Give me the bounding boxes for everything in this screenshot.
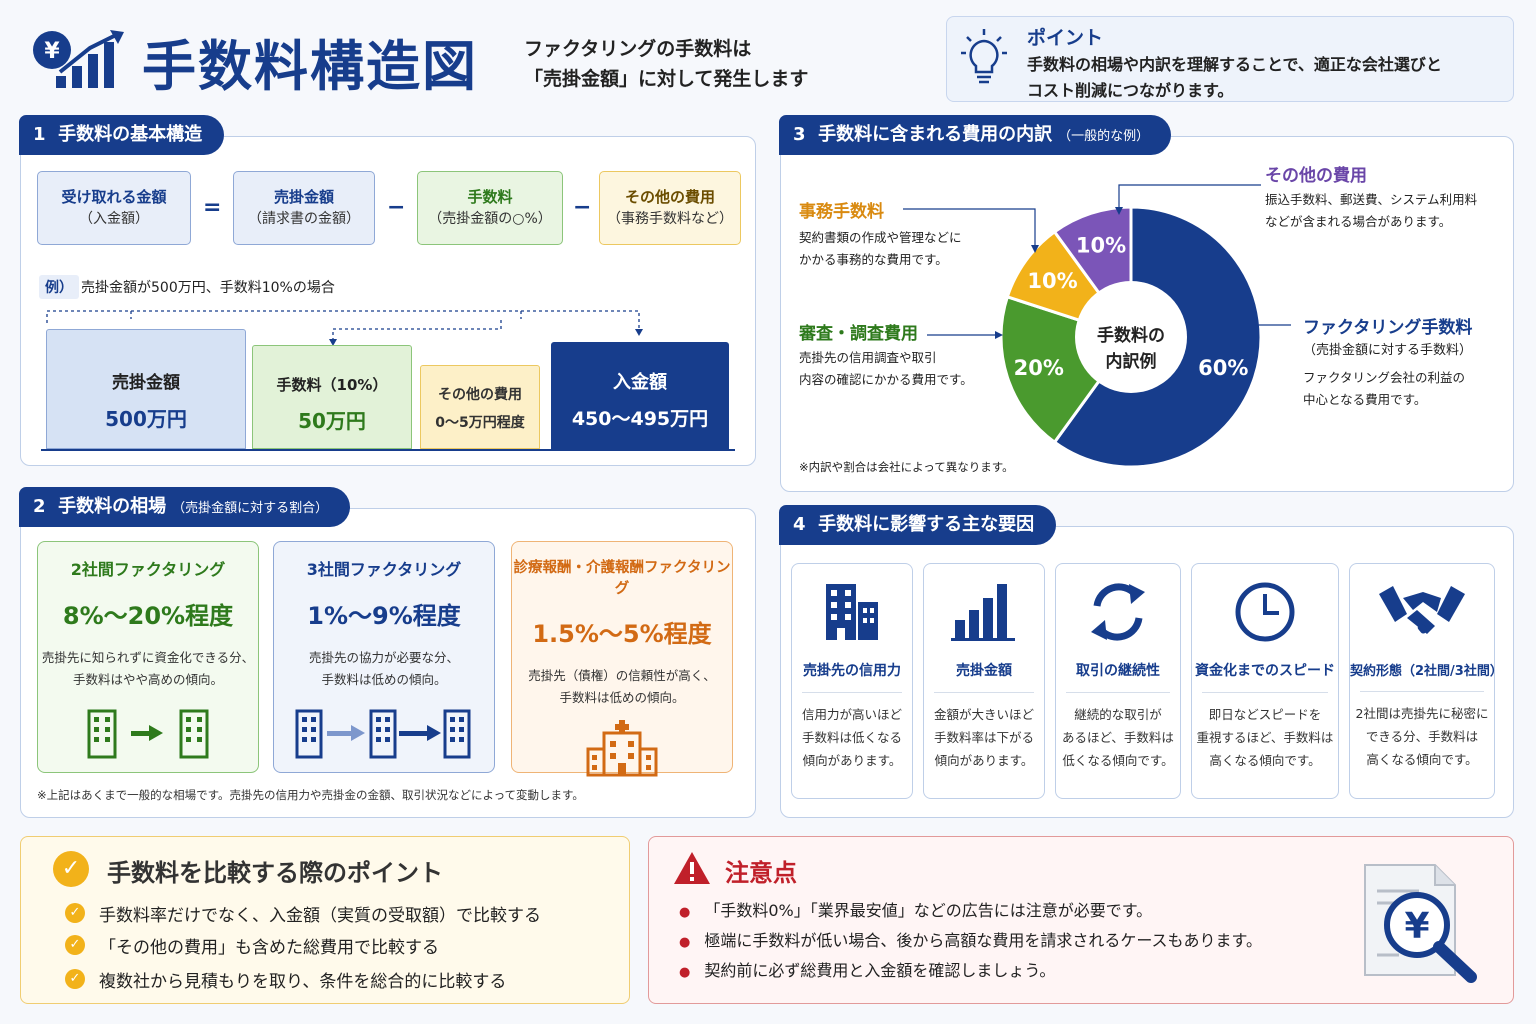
compare-item: 「その他の費用」も含めた総費用で比較する (99, 938, 439, 958)
cycle-icon (1091, 583, 1145, 641)
three-buildings-icon (295, 709, 471, 759)
compare-item: 手数料率だけでなく、入金額（実質の受取額）で比較する (99, 906, 541, 926)
caution-box: 注意点 「手数料0%」「業界最安値」などの広告には注意が必要です。 極端に手数料… (648, 836, 1514, 1004)
item-factoring-fee-title: ファクタリング手数料 (1303, 318, 1473, 338)
donut-value-label: 10% (1027, 269, 1077, 293)
bar-receivable: 売掛金額 500万円 (46, 329, 246, 449)
callout-lines (903, 184, 1291, 339)
example-text: 売掛金額が500万円、手数料10%の場合 (81, 280, 335, 296)
caution-item: 契約前に必ず総費用と入金額を確認しましょう。 (679, 957, 1055, 981)
formula-box-other: その他の費用 （事務手数料など） (599, 171, 741, 245)
compare-item: 複数社から見積もりを取り、条件を総合的に比較する (99, 972, 507, 992)
point-box: ポイント 手数料の相場や内訳を理解することで、適正な会社選びと コスト削減につな… (946, 16, 1514, 102)
item-other-desc: 振込手数料、郵送費、システム利用料 などが含まれる場合があります。 (1265, 192, 1478, 229)
card-medical: 診療報酬・介護報酬ファクタリング 1.5%〜5%程度 売掛先（債権）の信頼性が高… (511, 541, 733, 777)
warning-icon (674, 852, 710, 884)
point-title: ポイント (1027, 27, 1104, 49)
page-subtitle-2: 「売掛金額」に対して発生します (524, 68, 809, 90)
card-two-party: 2社間ファクタリング 8%〜20%程度 売掛先に知られずに資金化できる分、 手数料… (37, 541, 259, 773)
compare-points-box: ✓ 手数料を比較する際のポイント ✓ 手数料率だけでなく、入金額（実質の受取額）… (20, 836, 630, 1004)
page-subtitle-1: ファクタリングの手数料は (524, 38, 752, 60)
check-icon: ✓ (65, 969, 85, 989)
section-2-note: ※上記はあくまで一般的な相場です。売掛先の信用力や売掛金の金額、取引状況などによ… (37, 788, 584, 802)
section-basic-structure: 1 手数料の基本構造 受け取れる金額 （入金額） = 売掛金額 （請求書の金額） −… (19, 115, 756, 466)
donut-value-label: 60% (1198, 356, 1248, 380)
caution-title: 注意点 (725, 859, 797, 887)
page-title: 手数料構造図 (142, 35, 478, 98)
building-icon (826, 584, 878, 640)
op-minus-2: − (573, 195, 592, 220)
section-3-tab: 3 手数料に含まれる費用の内訳 （一般的な例） (779, 115, 1172, 155)
op-minus-1: − (387, 195, 406, 220)
section-market-rate: 2 手数料の相場 （売掛金額に対する割合） 2社間ファクタリング 8%〜20%程度… (19, 487, 756, 818)
donut-center-label: 手数料の 内訳例 (1097, 326, 1165, 372)
compare-title: 手数料を比較する際のポイント (107, 859, 443, 887)
svg-text:¥: ¥ (1404, 906, 1429, 947)
item-other-title: その他の費用 (1265, 166, 1367, 186)
item-screening-desc: 売掛先の信用調査や取引 内容の確認にかかる費用です。 (799, 350, 973, 387)
factor-continuity: 取引の継続性 継続的な取引が あるほど、手数料は 低くなる傾向です。 (1055, 563, 1181, 799)
example-tag: 例） (39, 275, 79, 299)
donut-value-label: 10% (1076, 234, 1126, 258)
point-text-2: コスト削減につながります。 (1027, 81, 1234, 100)
formula-box-invoice: 売掛金額 （請求書の金額） (233, 171, 375, 245)
item-office-fee-title: 事務手数料 (799, 202, 884, 222)
section-breakdown: 3 手数料に含まれる費用の内訳 （一般的な例） 60% 20% 10% 10% 手数料の… (779, 115, 1514, 492)
factor-credit: 売掛先の信用力 信用力が高いほど 手数料は低くなる 傾向があります。 (791, 563, 913, 799)
caution-item: 極端に手数料が低い場合、後から高額な費用を請求されるケースもあります。 (679, 927, 1262, 951)
card-three-party: 3社間ファクタリング 1%〜9%程度 売掛先の協力が必要な分、 手数料は低めの傾向… (273, 541, 495, 773)
section-factors: 4 手数料に影響する主な要因 売掛先の信用力 信用力が高いほど 手数料は低くなる傾… (779, 505, 1514, 818)
check-icon: ✓ (65, 903, 85, 923)
item-office-fee-desc: 契約書類の作成や管理などに かかる事務的な費用です。 (799, 230, 962, 267)
item-factoring-fee-desc: ファクタリング会社の利益の 中心となる費用です。 (1303, 370, 1466, 407)
fee-breakdown-donut: 60% 20% 10% 10% (999, 205, 1263, 469)
yen-document-search-icon: ¥ (1364, 864, 1477, 983)
formula-box-fee: 手数料 （売掛金額の○%） (417, 171, 563, 245)
handshake-icon (1379, 586, 1465, 634)
section-1-tab: 1 手数料の基本構造 (19, 115, 225, 155)
svg-text:¥: ¥ (44, 39, 60, 64)
bar-chart-icon (951, 584, 1015, 641)
example-connectors (46, 310, 643, 346)
donut-value-label: 20% (1014, 356, 1064, 380)
lightbulb-icon (959, 27, 1009, 93)
item-screening-title: 審査・調査費用 (799, 324, 918, 344)
check-icon: ✓ (53, 851, 89, 887)
bar-payout: 入金額 450〜495万円 (551, 342, 729, 449)
caution-item: 「手数料0%」「業界最安値」などの広告には注意が必要です。 (679, 897, 1152, 921)
hospital-icon (586, 720, 658, 777)
item-factoring-fee-sub: （売掛金額に対する手数料） (1303, 343, 1473, 358)
clock-icon (1235, 582, 1295, 642)
factor-speed: 資金化までのスピード 即日などスピードを 重視するほど、手数料は 高くなる傾向です。 (1191, 563, 1339, 799)
section-4-tab: 4 手数料に影響する主な要因 (779, 505, 1057, 545)
section-3-note: ※内訳や割合は会社によって異なります。 (799, 460, 1014, 474)
bar-fee: 手数料（10%） 50万円 (252, 345, 412, 449)
point-text-1: 手数料の相場や内訳を理解することで、適正な会社選びと (1027, 55, 1442, 74)
bar-other: その他の費用 0〜5万円程度 (420, 365, 540, 449)
bars-baseline (41, 449, 735, 451)
factor-contract: 契約形態（2社間/3社間） 2社間は売掛先に秘密に できる分、手数料は 高くなる傾向… (1349, 563, 1503, 799)
op-equals: = (203, 195, 222, 220)
factor-amount: 売掛金額 金額が大きいほど 手数料率は下がる 傾向があります。 (923, 563, 1045, 799)
building-to-building-icon (87, 709, 209, 759)
section-2-tab: 2 手数料の相場 （売掛金額に対する割合） (19, 487, 351, 527)
check-icon: ✓ (65, 935, 85, 955)
header-logo-icon: ¥ (30, 28, 130, 92)
formula-box-receivable: 受け取れる金額 （入金額） (37, 171, 191, 245)
